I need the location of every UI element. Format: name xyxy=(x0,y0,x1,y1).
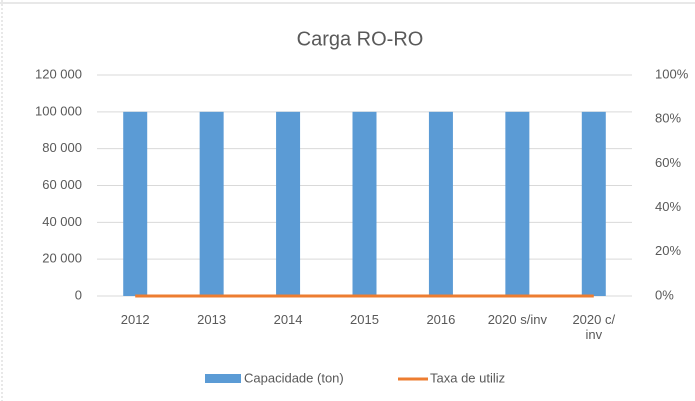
bar xyxy=(199,111,224,296)
y-tick-label: 20 000 xyxy=(42,251,82,266)
bar xyxy=(581,111,606,296)
x-tick-label: 2012 xyxy=(120,312,150,327)
bar xyxy=(123,111,148,296)
y2-tick-label: 80% xyxy=(655,111,681,126)
y2-tick-label: 40% xyxy=(655,199,681,214)
x-tick-label: 2016 xyxy=(426,312,456,327)
y-tick-label: 60 000 xyxy=(42,177,82,192)
y2-tick-label: 60% xyxy=(655,155,681,170)
x-tick-label: 2015 xyxy=(350,312,379,327)
bar xyxy=(276,111,301,296)
y-tick-label: 0 xyxy=(75,287,82,302)
bar xyxy=(505,111,530,296)
chart-title: Carga RO-RO xyxy=(297,28,424,50)
legend-label: Taxa de utiliz xyxy=(430,370,505,385)
x-tick-label: 2013 xyxy=(197,312,227,327)
y-tick-label: 80 000 xyxy=(42,140,82,155)
y-tick-label: 40 000 xyxy=(42,214,82,229)
y2-tick-label: 100% xyxy=(655,66,689,81)
x-tick-label: 2014 xyxy=(273,312,303,327)
y2-tick-label: 20% xyxy=(655,243,681,258)
legend-swatch xyxy=(205,374,241,383)
bar xyxy=(352,111,377,296)
legend-label: Capacidade (ton) xyxy=(244,370,344,385)
y2-tick-label: 0% xyxy=(655,287,674,302)
x-tick-label: 2020 s/inv xyxy=(487,312,547,327)
y-tick-label: 100 000 xyxy=(35,103,82,118)
x-tick-label: 2020 c/ inv xyxy=(572,312,616,342)
y-tick-label: 120 000 xyxy=(35,66,82,81)
bar xyxy=(428,111,453,296)
